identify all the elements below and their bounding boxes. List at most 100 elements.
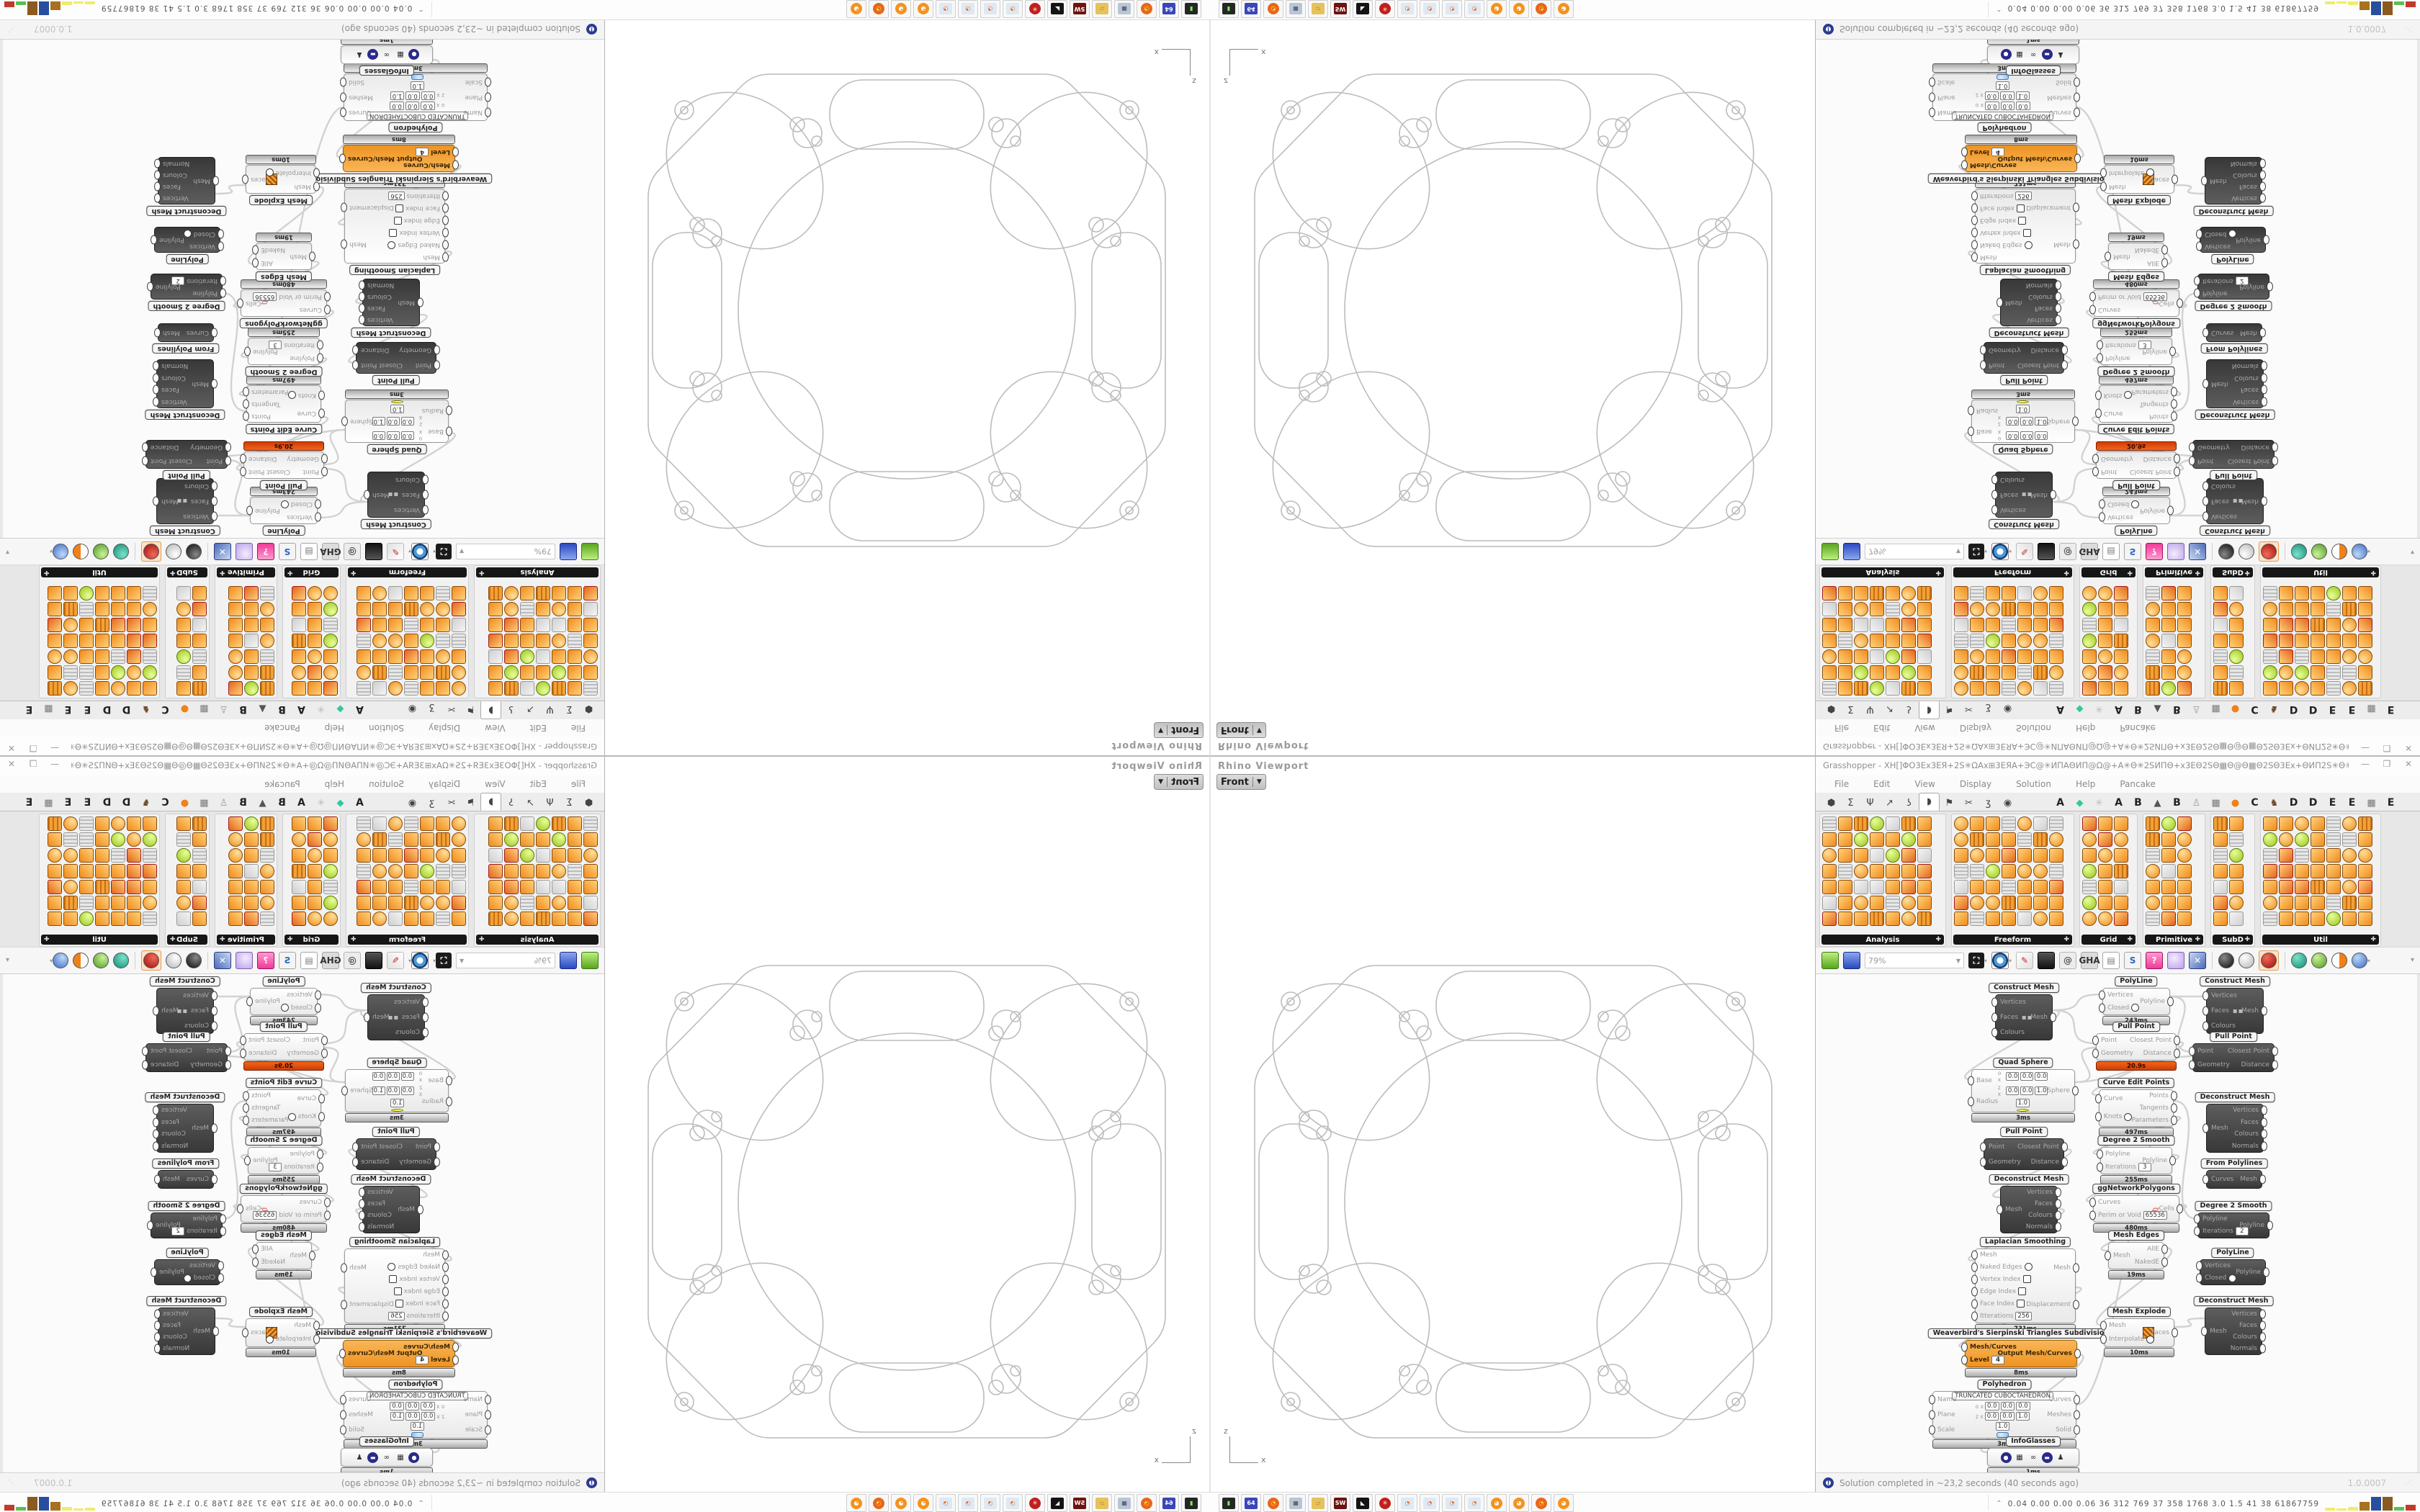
component-icon[interactable] — [228, 816, 243, 831]
component-icon[interactable] — [1870, 896, 1884, 910]
component-icon[interactable] — [2017, 848, 2032, 863]
menu-display[interactable]: Display — [1959, 723, 1992, 733]
component-icon[interactable] — [1986, 864, 2000, 878]
component-icon[interactable] — [2049, 634, 2063, 648]
component-icon[interactable] — [1970, 618, 1984, 632]
red-disc-icon[interactable]: ✳ — [1025, 1494, 1045, 1512]
tab-▦[interactable]: ▦ — [2367, 797, 2376, 809]
component-icon[interactable] — [372, 896, 387, 910]
menu-pancake[interactable]: Pancake — [264, 723, 300, 733]
component-icon[interactable] — [452, 681, 466, 696]
component-icon[interactable] — [2049, 649, 2063, 664]
component-icon[interactable] — [1970, 912, 1984, 926]
gh-canvas[interactable]: Construct Mesh Vertices Faces Colours ▪▪ Mesh… — [1816, 40, 2420, 538]
component-icon[interactable] — [2326, 634, 2341, 648]
panel-expand-icon[interactable]: ✚ — [2063, 936, 2069, 943]
input-grip-icon[interactable] — [422, 490, 429, 500]
panel-expand-icon[interactable]: ✚ — [287, 569, 293, 576]
output-grip-icon[interactable] — [142, 443, 148, 452]
input-grip-icon[interactable] — [212, 176, 219, 186]
vector-value-box[interactable]: 0.0 — [2005, 1072, 2019, 1081]
component-icon[interactable] — [1954, 681, 1968, 696]
display-green-button[interactable] — [2311, 953, 2328, 968]
gh-node-construct-mesh-1[interactable]: Construct Mesh Vertices Faces Colours ▪▪ Mesh — [361, 472, 431, 529]
component-icon[interactable] — [504, 864, 519, 878]
menu-file[interactable]: File — [570, 779, 586, 789]
value-box[interactable]: 256 — [388, 1312, 405, 1320]
blender-icon[interactable]: ◕ — [891, 0, 911, 18]
gh-node-polyhedron[interactable]: Polyhedron Name Plane Scale TRUNCATED CUBOCT… — [340, 1380, 491, 1449]
component-icon[interactable] — [176, 665, 191, 680]
component-icon[interactable] — [568, 649, 582, 664]
tab-transform[interactable]: ʒ — [429, 797, 435, 809]
search-button[interactable]: S — [278, 952, 296, 969]
component-icon[interactable] — [2161, 896, 2176, 910]
component-icon[interactable] — [1886, 832, 1900, 847]
component-icon[interactable] — [1838, 618, 1852, 632]
component-icon[interactable] — [504, 665, 519, 680]
component-icon[interactable] — [2161, 586, 2176, 600]
component-icon[interactable] — [2033, 912, 2048, 926]
component-icon[interactable] — [1917, 649, 1932, 664]
component-icon[interactable] — [1986, 649, 2000, 664]
component-icon[interactable] — [143, 880, 157, 894]
output-grip-icon[interactable] — [364, 1012, 370, 1022]
component-icon[interactable] — [2263, 634, 2277, 648]
tab-sets[interactable]: Ψ — [1866, 703, 1874, 715]
component-icon[interactable] — [1954, 832, 1968, 847]
component-icon[interactable] — [2263, 816, 2277, 831]
component-icon[interactable] — [2326, 896, 2341, 910]
component-icon[interactable] — [323, 634, 338, 648]
tab-A[interactable]: A — [356, 703, 364, 715]
output-grip-icon[interactable] — [147, 1220, 153, 1230]
gh-node-pull-point-center[interactable]: Pull Point Point Geometry Closest Point Dist… — [2092, 441, 2180, 490]
output-grip-icon[interactable] — [240, 467, 246, 477]
extra-value-box[interactable]: 1.0 — [410, 1422, 425, 1431]
component-icon[interactable] — [63, 896, 78, 910]
display-orange-button[interactable] — [2331, 953, 2348, 968]
component-icon[interactable] — [1822, 665, 1837, 680]
component-icon[interactable] — [488, 816, 503, 831]
component-icon[interactable] — [244, 618, 259, 632]
tab-display[interactable]: ◉ — [408, 797, 417, 809]
vector-value-box[interactable]: 1.0 — [390, 1412, 405, 1421]
component-icon[interactable] — [143, 602, 157, 616]
component-icon[interactable] — [2177, 681, 2192, 696]
tab-D[interactable]: D — [102, 797, 112, 809]
component-icon[interactable] — [244, 665, 259, 680]
component-icon[interactable] — [452, 864, 466, 878]
component-icon[interactable] — [1870, 649, 1884, 664]
component-icon[interactable] — [2358, 912, 2372, 926]
value-box[interactable]: 256 — [388, 192, 405, 200]
menu-solution[interactable]: Solution — [2016, 779, 2051, 789]
component-icon[interactable] — [2177, 618, 2192, 632]
menu-view[interactable]: View — [1914, 779, 1935, 789]
gh-node-construct-mesh-1[interactable]: Construct Mesh Vertices Faces Colours ▪▪ Mesh — [361, 983, 431, 1040]
input-grip-icon[interactable] — [211, 1123, 218, 1133]
component-icon[interactable] — [244, 896, 259, 910]
component-icon[interactable] — [2082, 586, 2097, 600]
component-icon[interactable] — [1886, 618, 1900, 632]
value-slot-icon[interactable] — [393, 1287, 402, 1295]
infoglasses-icon-4[interactable]: ♟ — [2057, 1453, 2064, 1462]
component-icon[interactable] — [2326, 618, 2341, 632]
component-icon[interactable] — [357, 618, 371, 632]
component-icon[interactable] — [111, 848, 125, 863]
tab-params[interactable]: ⬢ — [584, 703, 593, 715]
infoglasses-icon-0[interactable]: ● — [2000, 1452, 2012, 1463]
component-icon[interactable] — [488, 602, 503, 616]
input-grip-icon[interactable] — [1968, 1097, 1974, 1106]
component-icon[interactable] — [2326, 864, 2341, 878]
component-icon[interactable] — [1970, 848, 1984, 863]
component-icon[interactable] — [323, 864, 338, 878]
panel-label-grid[interactable]: Grid ✚ — [2081, 567, 2136, 577]
infoglasses-icon-1[interactable]: ▦ — [397, 1453, 404, 1462]
tab-params[interactable]: ⬢ — [1827, 703, 1836, 715]
tab-vector[interactable]: ↗ — [1886, 703, 1894, 715]
component-icon[interactable] — [520, 864, 534, 878]
component-icon[interactable] — [308, 848, 322, 863]
output-grip-icon[interactable] — [352, 1157, 359, 1166]
component-icon[interactable] — [1822, 912, 1837, 926]
component-icon[interactable] — [228, 681, 243, 696]
tab-E[interactable]: E — [2329, 703, 2336, 715]
